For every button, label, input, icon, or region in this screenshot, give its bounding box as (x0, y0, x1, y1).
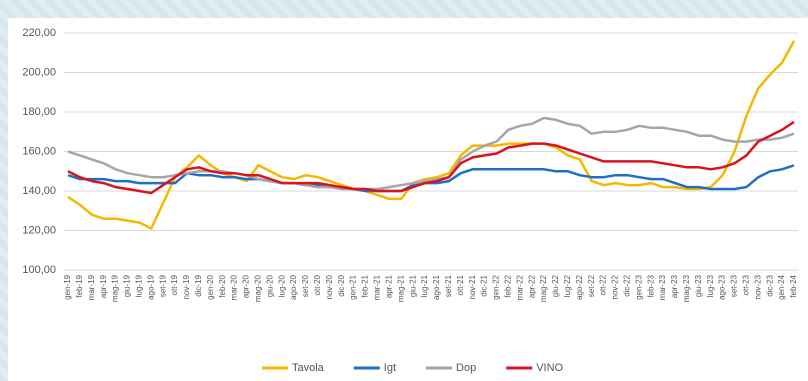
x-tick-label: mar-23 (658, 274, 667, 300)
x-tick-label: apr-19 (99, 274, 108, 298)
line-series (67, 40, 796, 230)
line-series (67, 120, 795, 195)
x-tick-label: dic-19 (194, 274, 203, 296)
x-tick-label: nov-20 (325, 274, 334, 299)
x-tick-label: lug-19 (135, 274, 144, 297)
x-tick-label: lug-21 (420, 274, 429, 297)
x-tick-label: gen-19 (63, 274, 72, 299)
x-tick-label: ago-20 (289, 274, 298, 299)
x-tick-label: set-20 (301, 274, 310, 297)
x-tick-label: mar-22 (515, 274, 524, 300)
x-tick-label: mag-21 (396, 274, 405, 302)
x-tick-label: mag-19 (111, 274, 120, 302)
x-tick-label: ott-22 (599, 274, 608, 295)
legend-label: Tavola (292, 362, 325, 374)
x-tick-label: lug-20 (277, 274, 286, 297)
x-tick-label: gen-21 (349, 274, 358, 299)
y-tick-label: 160,00 (22, 145, 56, 157)
x-tick-label: feb-22 (503, 274, 512, 297)
x-tick-label: mag-22 (539, 274, 548, 302)
chart-panel (8, 18, 808, 381)
x-tick-label: giu-19 (123, 274, 132, 297)
x-tick-label: mar-20 (230, 274, 239, 300)
x-tick-label: mag-23 (682, 274, 691, 302)
x-tick-label: lug-22 (563, 274, 572, 297)
x-tick-label: ago-19 (146, 274, 155, 299)
x-tick-label: apr-20 (242, 274, 251, 298)
x-tick-label: ago-22 (575, 274, 584, 299)
legend-label: VINO (536, 362, 563, 374)
x-tick-label: apr-21 (384, 274, 393, 298)
x-tick-label: set-21 (444, 274, 453, 297)
x-tick-label: gen-22 (492, 274, 501, 299)
x-tick-label: set-19 (158, 274, 167, 297)
x-tick-label: nov-19 (182, 274, 191, 299)
y-tick-label: 140,00 (22, 185, 56, 197)
x-tick-label: ott-21 (456, 274, 465, 295)
x-tick-label: lug-23 (706, 274, 715, 297)
x-tick-label: ago-23 (718, 274, 727, 299)
x-tick-label: nov-21 (468, 274, 477, 299)
x-tick-label: giu-22 (551, 274, 560, 297)
x-tick-label: mag-20 (254, 274, 263, 302)
x-tick-label: set-22 (587, 274, 596, 297)
x-tick-label: giu-20 (265, 274, 274, 297)
y-tick-label: 220,00 (22, 27, 56, 39)
x-tick-label: gen-23 (634, 274, 643, 299)
x-tick-label: dic-23 (765, 274, 774, 296)
x-tick-label: ott-23 (742, 274, 751, 295)
x-tick-label: dic-21 (480, 274, 489, 296)
y-tick-label: 180,00 (22, 106, 56, 118)
x-tick-label: apr-22 (527, 274, 536, 298)
x-tick-label: nov-23 (753, 274, 762, 299)
y-tick-label: 120,00 (22, 224, 56, 236)
x-tick-label: giu-21 (408, 274, 417, 297)
x-tick-label: gen-20 (206, 274, 215, 299)
x-tick-label: dic-22 (622, 274, 631, 296)
x-tick-label: feb-20 (218, 274, 227, 297)
x-tick-label: ago-21 (432, 274, 441, 299)
x-tick-label: feb-23 (646, 274, 655, 297)
x-tick-label: mar-21 (373, 274, 382, 300)
x-tick-label: dic-20 (337, 274, 346, 296)
x-tick-label: apr-23 (670, 274, 679, 298)
x-tick-label: giu-23 (694, 274, 703, 297)
y-tick-label: 200,00 (22, 66, 56, 78)
x-tick-label: feb-21 (361, 274, 370, 297)
x-tick-label: feb-19 (75, 274, 84, 297)
x-tick-label: feb-24 (789, 274, 798, 297)
x-tick-label: gen-24 (777, 274, 786, 299)
x-tick-label: ott-20 (313, 274, 322, 295)
x-tick-label: set-23 (730, 274, 739, 297)
x-tick-label: ott-19 (170, 274, 179, 295)
legend-label: Dop (456, 362, 476, 374)
legend-label: Igt (384, 362, 396, 374)
x-tick-label: mar-19 (87, 274, 96, 300)
line-series (67, 116, 795, 191)
y-tick-label: 100,00 (22, 264, 56, 276)
x-tick-label: nov-22 (611, 274, 620, 299)
